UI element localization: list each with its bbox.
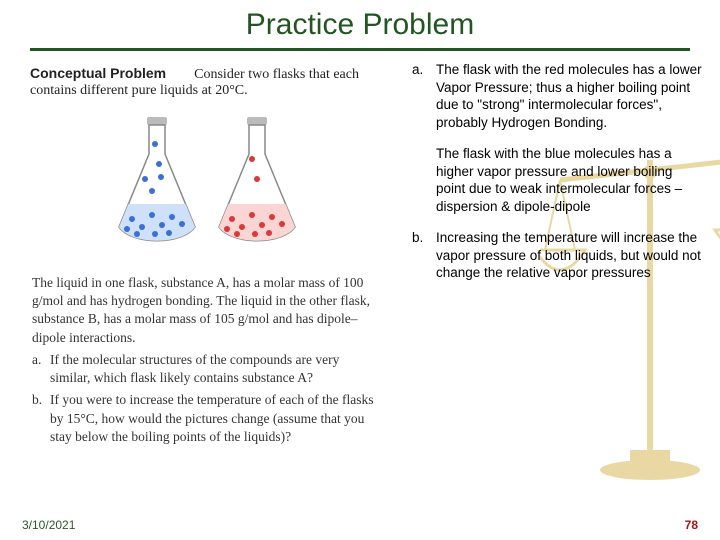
conceptual-problem-heading: Conceptual Problem	[30, 65, 166, 81]
problem-body-text: The liquid in one flask, substance A, ha…	[32, 274, 382, 347]
answer-a-letter: a.	[412, 61, 436, 131]
footer-date: 3/10/2021	[22, 518, 75, 532]
answers-panel: a. The flask with the red molecules has …	[394, 61, 702, 452]
flasks-illustration	[24, 105, 390, 270]
question-b-text: If you were to increase the temperature …	[50, 391, 382, 446]
slide-title: Practice Problem	[0, 0, 720, 48]
title-underline	[30, 48, 690, 51]
question-a-text: If the molecular structures of the compo…	[50, 351, 382, 387]
problem-panel: Conceptual Problem Consider two flasks t…	[24, 61, 394, 452]
answer-middle-text: The flask with the blue molecules has a …	[412, 145, 702, 215]
question-b-letter: b.	[32, 391, 50, 446]
answer-b-letter: b.	[412, 229, 436, 282]
footer-page-number: 78	[685, 518, 698, 532]
answer-b-text: Increasing the temperature will increase…	[436, 229, 702, 282]
answer-a-text: The flask with the red molecules has a l…	[436, 61, 702, 131]
question-a-letter: a.	[32, 351, 50, 387]
